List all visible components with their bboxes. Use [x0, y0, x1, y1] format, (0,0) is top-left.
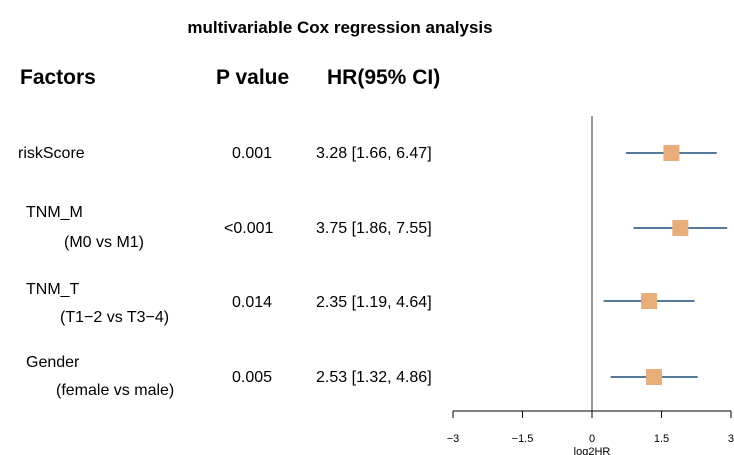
row-hr-text: 2.53 [1.32, 4.86] — [316, 369, 432, 386]
header-hr: HR(95% CI) — [327, 66, 441, 89]
header-factors: Factors — [20, 66, 96, 89]
row-subfactor: (female vs male) — [56, 382, 175, 399]
row-subfactor: (M0 vs M1) — [64, 234, 144, 251]
row-hr-text: 2.35 [1.19, 4.64] — [316, 294, 432, 311]
row-pvalue: 0.005 — [232, 369, 273, 386]
row-factor: Gender — [26, 354, 80, 371]
row-factor: TNM_T — [26, 281, 80, 298]
x-axis-tick-label: −1.5 — [512, 433, 534, 445]
x-axis-tick-label: 1.5 — [654, 433, 669, 445]
hr-point-box — [672, 220, 689, 236]
row-hr-text: 3.75 [1.86, 7.55] — [316, 220, 432, 237]
row-pvalue: 0.014 — [232, 294, 273, 311]
x-axis-tick-label: 3 — [728, 433, 734, 445]
header-pvalue: P value — [216, 66, 290, 89]
hr-point-box — [641, 293, 658, 309]
hr-point-box — [646, 369, 663, 385]
hr-point-box — [663, 145, 680, 161]
chart-title: multivariable Cox regression analysis — [187, 18, 493, 37]
x-axis-tick-label: 0 — [589, 433, 595, 445]
row-subfactor: (T1−2 vs T3−4) — [60, 309, 170, 326]
x-axis-tick-label: −3 — [447, 433, 460, 445]
row-factor: TNM_M — [26, 204, 83, 221]
row-pvalue: <0.001 — [224, 220, 274, 237]
row-pvalue: 0.001 — [232, 145, 273, 162]
row-hr-text: 3.28 [1.66, 6.47] — [316, 145, 432, 162]
x-axis-label: log2HR — [574, 446, 611, 455]
row-factor: riskScore — [18, 145, 85, 162]
